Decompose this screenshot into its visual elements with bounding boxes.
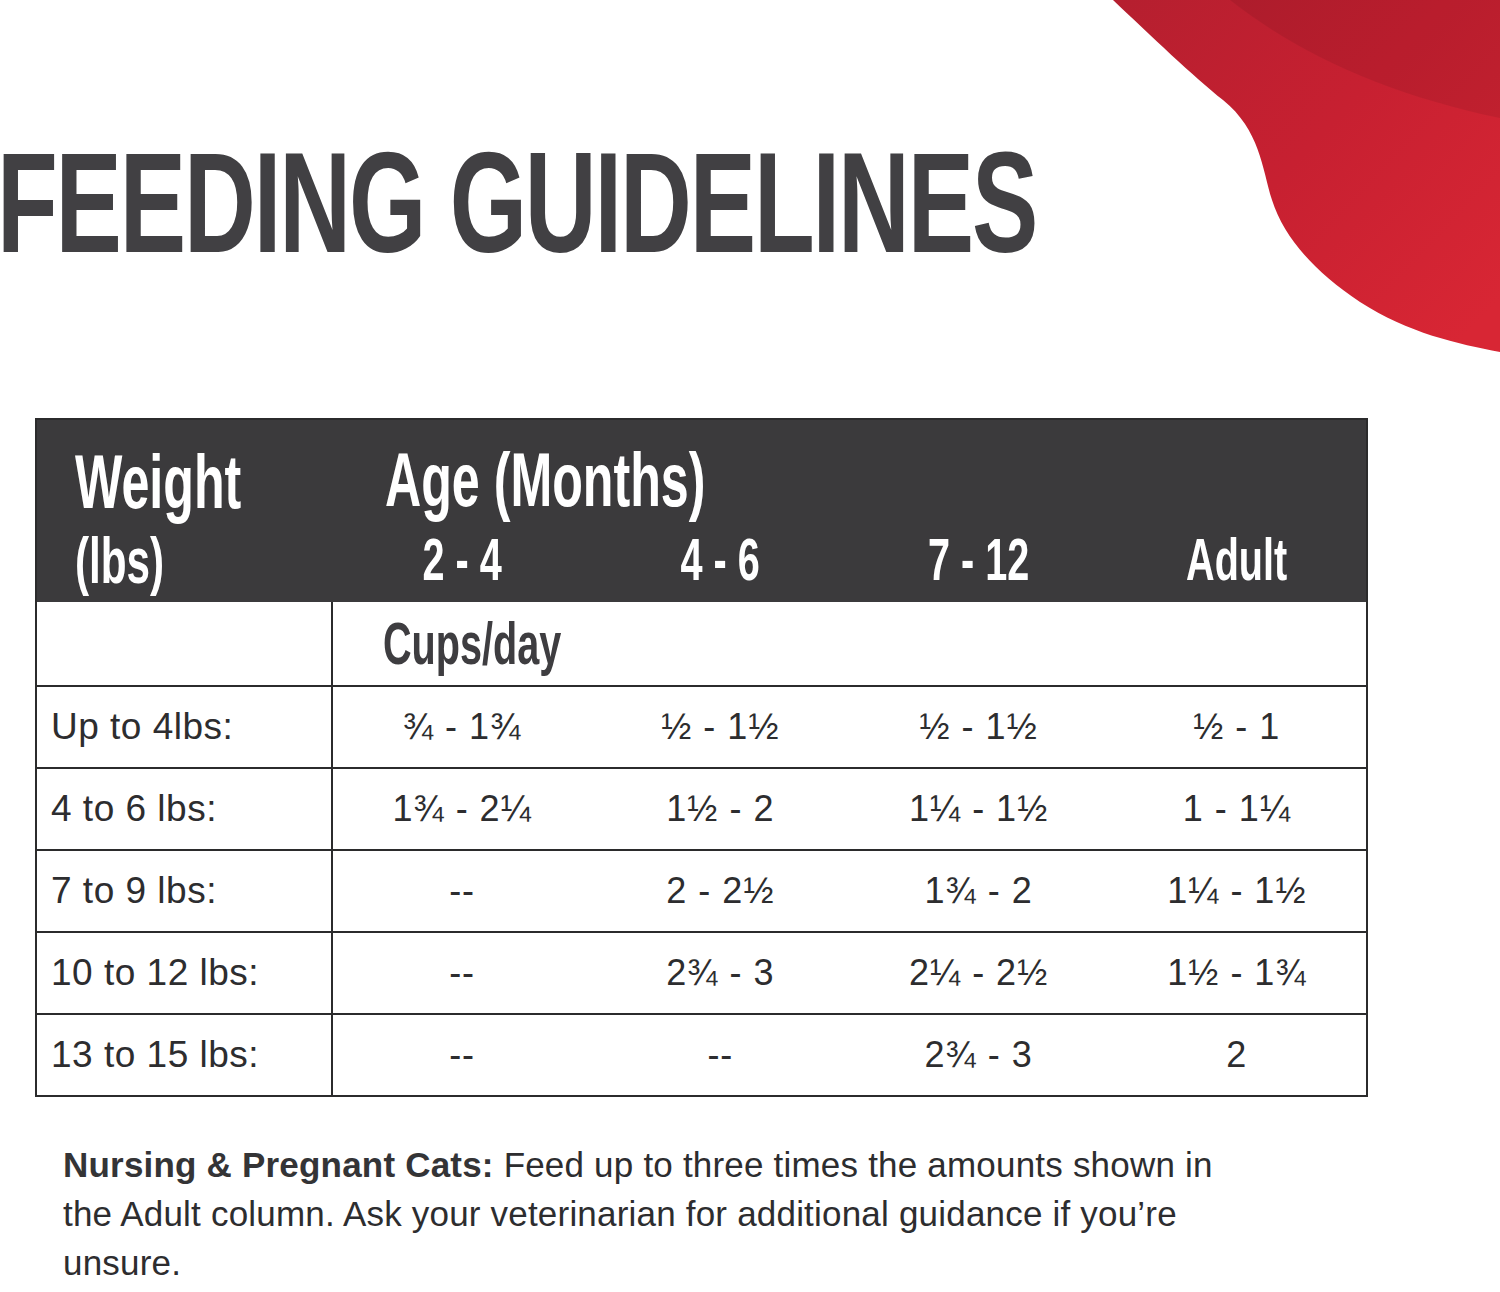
col-header-adult-text: Adult <box>1186 525 1287 594</box>
cell-value: -- <box>333 870 591 912</box>
cell-value: ¾ - 1¾ <box>333 706 591 748</box>
col-header-weight-text: Weight <box>75 438 241 525</box>
col-header-age-4-6-text: 4 - 6 <box>681 525 760 594</box>
table-row: 10 to 12 lbs: -- 2¾ - 3 2¼ - 2½ 1½ - 1¾ <box>37 931 1366 1013</box>
col-header-age-7-12-text: 7 - 12 <box>928 525 1029 594</box>
table-row: Up to 4lbs: ¾ - 1¾ ½ - 1½ ½ - 1½ ½ - 1 <box>37 685 1366 767</box>
age-subheader-row: 2 - 4 4 - 6 7 - 12 Adult <box>37 525 1366 594</box>
footnote-label: Nursing & Pregnant Cats: <box>63 1145 494 1184</box>
units-row-spacer <box>37 602 333 685</box>
row-weight-label: 4 to 6 lbs: <box>37 769 333 849</box>
cell-value: ½ - 1 <box>1108 706 1366 748</box>
table-row: 7 to 9 lbs: -- 2 - 2½ 1¾ - 2 1¼ - 1½ <box>37 849 1366 931</box>
col-header-age-4-6: 4 - 6 <box>591 525 849 594</box>
cell-value: ½ - 1½ <box>591 706 849 748</box>
row-weight-label: 13 to 15 lbs: <box>37 1015 333 1095</box>
cell-value: ½ - 1½ <box>850 706 1108 748</box>
row-weight-label: Up to 4lbs: <box>37 687 333 767</box>
age-subheader-spacer <box>37 525 333 594</box>
cell-value: 1 - 1¼ <box>1108 788 1366 830</box>
cell-value: 2¾ - 3 <box>591 952 849 994</box>
col-header-age-text: Age (Months) <box>385 436 705 523</box>
cell-value: 2 <box>1108 1034 1366 1076</box>
cell-value: 2 - 2½ <box>591 870 849 912</box>
table-header: Weight (lbs) Age (Months) 2 - 4 4 - 6 7 … <box>37 420 1366 602</box>
col-header-age: Age (Months) <box>385 436 870 523</box>
units-row: Cups/day <box>37 602 1366 685</box>
units-label: Cups/day <box>383 609 561 678</box>
feeding-table: Weight (lbs) Age (Months) 2 - 4 4 - 6 7 … <box>35 418 1368 1097</box>
cell-value: 1¾ - 2¼ <box>333 788 591 830</box>
table-row: 4 to 6 lbs: 1¾ - 2¼ 1½ - 2 1¼ - 1½ 1 - 1… <box>37 767 1366 849</box>
col-header-age-2-4-text: 2 - 4 <box>423 525 502 594</box>
cell-value: 1½ - 2 <box>591 788 849 830</box>
page-title: FEEDING GUIDELINES <box>0 132 1482 274</box>
footnote: Nursing & Pregnant Cats: Feed up to thre… <box>63 1140 1233 1287</box>
row-weight-label: 7 to 9 lbs: <box>37 851 333 931</box>
col-header-age-7-12: 7 - 12 <box>850 525 1108 594</box>
cell-value: 1½ - 1¾ <box>1108 952 1366 994</box>
cell-value: 1¼ - 1½ <box>1108 870 1366 912</box>
feeding-guidelines-panel: FEEDING GUIDELINES Weight (lbs) Age (Mon… <box>0 0 1500 1292</box>
cell-value: 2¾ - 3 <box>850 1034 1108 1076</box>
col-header-adult: Adult <box>1108 525 1366 594</box>
cell-value: 1¾ - 2 <box>850 870 1108 912</box>
page-title-text: FEEDING GUIDELINES <box>0 132 1036 274</box>
cell-value: -- <box>333 952 591 994</box>
row-weight-label: 10 to 12 lbs: <box>37 933 333 1013</box>
table-row: 13 to 15 lbs: -- -- 2¾ - 3 2 <box>37 1013 1366 1095</box>
col-header-weight: Weight <box>75 438 327 525</box>
units-cell: Cups/day <box>333 609 1366 678</box>
cell-value: 2¼ - 2½ <box>850 952 1108 994</box>
cell-value: -- <box>591 1034 849 1076</box>
cell-value: -- <box>333 1034 591 1076</box>
col-header-age-2-4: 2 - 4 <box>333 525 591 594</box>
cell-value: 1¼ - 1½ <box>850 788 1108 830</box>
